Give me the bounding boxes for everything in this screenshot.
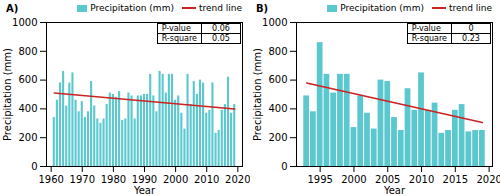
svg-text:1000: 1000 [262,17,287,28]
html-text:0: 0 [468,24,474,33]
svg-text:1995: 1995 [307,174,332,185]
html-text:0.05: 0.05 [212,34,230,43]
svg-text:800: 800 [18,46,37,57]
html-text:P-value: P-value [161,24,191,33]
svg-text:0: 0 [31,161,37,172]
html-text:trend line: trend line [198,3,242,13]
svg-text:2015: 2015 [443,174,468,185]
svg-text:2000: 2000 [163,174,188,185]
html-text:Precipitation (mm): Precipitation (mm) [90,3,174,13]
svg-text:800: 800 [268,46,287,57]
html-text:Precipitation (mm): Precipitation (mm) [340,3,424,13]
svg-text:1960: 1960 [38,174,63,185]
svg-text:2020: 2020 [476,174,500,185]
html-text:0.23: 0.23 [462,34,480,43]
svg-text:2010: 2010 [409,174,434,185]
svg-text:1980: 1980 [101,174,126,185]
svg-text:1000: 1000 [12,17,37,28]
svg-text:400: 400 [268,103,287,114]
html-text:A): A) [6,2,19,14]
svg-text:600: 600 [268,74,287,85]
svg-text:600: 600 [18,74,37,85]
svg-text:Year: Year [383,185,406,196]
svg-text:400: 400 [18,103,37,114]
svg-text:2005: 2005 [375,174,400,185]
svg-text:1990: 1990 [132,174,157,185]
svg-text:200: 200 [268,132,287,143]
html-text:0.06: 0.06 [212,24,230,33]
svg-text:Precipitation (mm): Precipitation (mm) [252,48,263,141]
svg-text:200: 200 [18,132,37,143]
html-text:trend line: trend line [448,3,492,13]
html-text:R-square: R-square [161,34,197,43]
html-text:R-square: R-square [411,34,447,43]
html-text:B): B) [256,2,269,14]
svg-text:Year: Year [133,185,156,196]
svg-text:Precipitation (mm): Precipitation (mm) [2,48,13,141]
svg-text:2020: 2020 [225,174,250,185]
svg-text:2010: 2010 [194,174,219,185]
html-text:P-value: P-value [411,24,441,33]
svg-text:0: 0 [281,161,287,172]
svg-text:2000: 2000 [341,174,366,185]
svg-text:1970: 1970 [70,174,95,185]
